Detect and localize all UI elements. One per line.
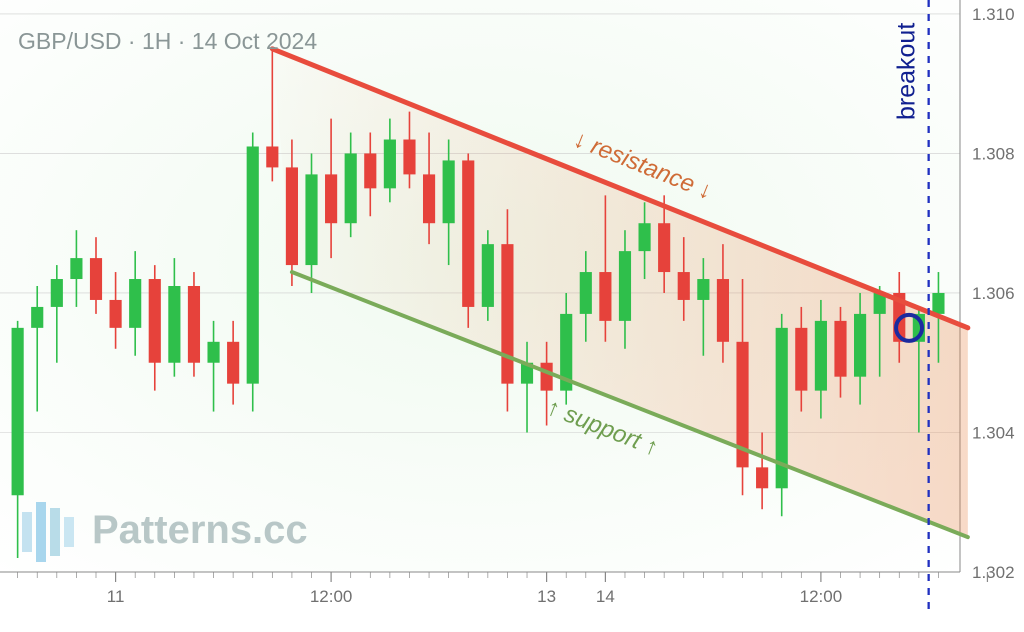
x-tick-label: 12:00 [800,587,843,606]
candle-body [12,328,24,495]
candle-body [168,286,180,363]
candle-body [619,251,631,321]
y-tick-label: 1.302 [972,563,1015,582]
candle-body [149,279,161,363]
candle-body [364,153,376,188]
candle-body [697,279,709,300]
candle-body [717,279,729,342]
candle-body [482,244,494,307]
candle-body [305,174,317,265]
y-tick-label: 1.306 [972,284,1015,303]
candle-body [443,160,455,223]
candle-body [580,272,592,314]
candle-body [286,167,298,265]
candle-body [795,328,807,391]
candle-body [599,272,611,321]
candle-body [129,279,141,328]
candle-body [462,160,474,306]
breakout-label: breakout [893,23,921,120]
watermark-bar-icon [36,502,46,562]
candle-body [188,286,200,363]
candle-body [815,321,827,391]
y-tick-label: 1.304 [972,423,1015,442]
chart-root: 1.302 1.304 1.306 1.308 1.310 11 12:00 13 14 12:0… [0,0,1024,632]
candle-body [51,279,63,307]
candle-body [70,258,82,279]
x-tick-label: 11 [107,587,125,606]
watermark-bar-icon [22,512,32,552]
watermark-text: Patterns.cc [92,508,308,553]
candle-body [403,140,415,175]
candle-body [90,258,102,300]
watermark-bar-icon [64,517,74,547]
candle-body [227,342,239,384]
candle-body [678,272,690,300]
candle-body [247,146,259,383]
candle-body [854,314,866,377]
candle-body [110,300,122,328]
candle-body [834,321,846,377]
candle-body [932,293,944,314]
candle-body [384,140,396,189]
y-tick-label: 1.310 [972,5,1015,24]
candle-body [756,467,768,488]
candle-body [266,146,278,167]
x-tick-label: 14 [596,587,615,606]
candle-body [345,153,357,223]
candle-body [31,307,43,328]
watermark-bar-icon [50,508,60,556]
candle-body [423,174,435,223]
x-tick-label: 12:00 [310,587,353,606]
candle-body [207,342,219,363]
candle-body [638,223,650,251]
candle-body [541,363,553,391]
y-tick-label: 1.308 [972,144,1015,163]
chart-title: GBP/USD · 1H · 14 Oct 2024 [18,28,317,55]
candle-body [501,244,513,384]
x-tick-label: 13 [537,587,556,606]
candle-body [325,174,337,223]
candle-body [658,223,670,272]
